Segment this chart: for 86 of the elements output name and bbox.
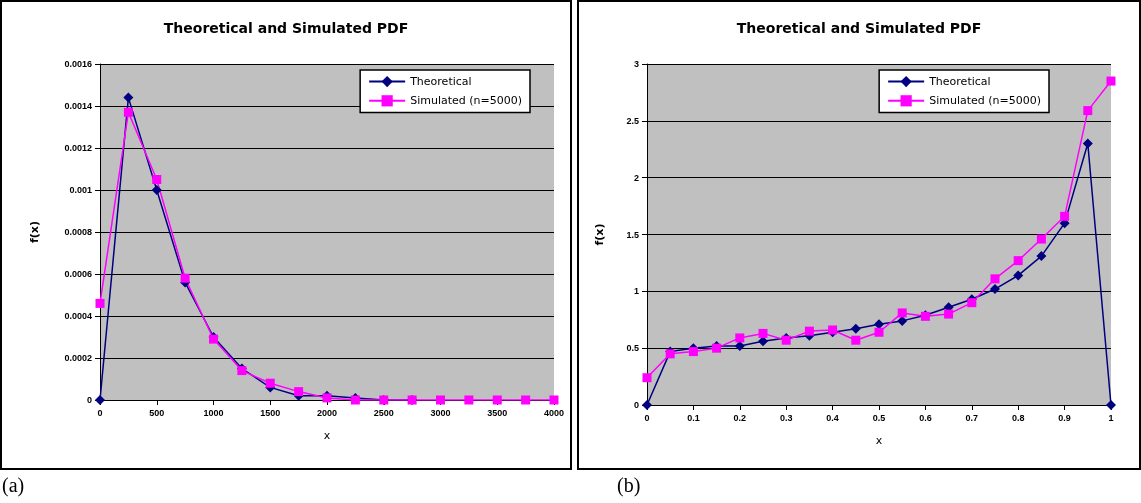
point bbox=[294, 387, 304, 397]
x-tick-label: 0.1 bbox=[687, 412, 700, 423]
point bbox=[1106, 400, 1116, 410]
point bbox=[851, 335, 861, 345]
x-tick-label: 3000 bbox=[430, 407, 451, 418]
x-tick-label: 0.9 bbox=[1058, 412, 1071, 423]
x-tick-label: 1000 bbox=[203, 407, 224, 418]
legend-label: Theoretical bbox=[409, 75, 472, 89]
point bbox=[95, 298, 105, 308]
point bbox=[758, 328, 768, 338]
chart-title: Theoretical and Simulated PDF bbox=[736, 20, 982, 36]
y-axis-title: f(x) bbox=[593, 223, 606, 246]
x-tick-label: 0.4 bbox=[826, 412, 839, 423]
point bbox=[265, 378, 275, 388]
point bbox=[1106, 76, 1116, 86]
point bbox=[1083, 106, 1093, 116]
text: (b) bbox=[617, 474, 641, 497]
x-tick-label: 0.6 bbox=[919, 412, 932, 423]
point bbox=[642, 373, 652, 383]
y-tick-label: 0.5 bbox=[626, 343, 639, 354]
x-tick-label: 2500 bbox=[373, 407, 394, 418]
x-tick-label: 3500 bbox=[487, 407, 508, 418]
y-tick-label: 3 bbox=[633, 59, 639, 69]
legend-label: Simulated (n=5000) bbox=[410, 94, 523, 108]
point bbox=[874, 327, 884, 337]
point bbox=[990, 274, 1000, 284]
x-tick-label: 500 bbox=[149, 407, 165, 418]
point bbox=[1082, 138, 1093, 149]
point bbox=[180, 273, 190, 283]
y-tick-label: 2 bbox=[633, 172, 639, 183]
y-tick-label: 1 bbox=[633, 286, 639, 297]
x-tick-label: 4000 bbox=[543, 407, 565, 418]
x-axis-title: x bbox=[323, 429, 331, 442]
y-tick-label: 0.001 bbox=[69, 185, 92, 195]
legend-label: Simulated (n=5000) bbox=[929, 94, 1042, 108]
point bbox=[735, 333, 745, 343]
y-axis-title: f(x) bbox=[28, 221, 41, 243]
point bbox=[1036, 251, 1047, 262]
y-tick-label: 0.0006 bbox=[64, 269, 92, 279]
point bbox=[151, 185, 162, 195]
x-axis-title: x bbox=[875, 434, 883, 447]
point bbox=[1013, 270, 1024, 281]
point bbox=[436, 395, 445, 405]
point bbox=[464, 395, 474, 405]
point bbox=[1060, 211, 1070, 221]
x-tick-label: 0.3 bbox=[779, 412, 793, 423]
x-tick-label: 2000 bbox=[316, 407, 338, 418]
x-tick-label: 0.5 bbox=[872, 412, 886, 423]
point bbox=[990, 284, 1000, 295]
point bbox=[123, 107, 133, 117]
point bbox=[944, 309, 954, 319]
point bbox=[642, 400, 652, 410]
point bbox=[521, 395, 531, 405]
point bbox=[549, 395, 559, 405]
x-tick-label: 1 bbox=[1108, 412, 1114, 423]
y-tick-label: 0.0016 bbox=[64, 59, 92, 69]
y-tick-label: 0.0014 bbox=[64, 101, 92, 111]
text: (a) bbox=[2, 474, 25, 497]
point bbox=[152, 175, 162, 184]
x-tick-label: 1500 bbox=[260, 407, 281, 418]
point bbox=[492, 395, 502, 405]
point bbox=[123, 92, 134, 103]
point bbox=[95, 395, 105, 405]
point bbox=[897, 308, 907, 318]
y-tick-label: 0.0012 bbox=[64, 143, 92, 153]
chart-title: Theoretical and Simulated PDF bbox=[163, 20, 409, 36]
x-tick-label: 0 bbox=[644, 412, 650, 423]
point bbox=[1013, 256, 1023, 266]
legend-label: Theoretical bbox=[928, 75, 991, 89]
point bbox=[850, 323, 861, 334]
y-tick-label: 0.0002 bbox=[64, 353, 92, 363]
y-tick-label: 0 bbox=[633, 400, 639, 410]
x-tick-label: 0 bbox=[97, 407, 103, 418]
y-tick-label: 0.0004 bbox=[64, 311, 92, 321]
x-tick-label: 0.2 bbox=[733, 412, 747, 423]
point bbox=[758, 336, 768, 347]
point bbox=[804, 326, 814, 336]
y-tick-label: 0 bbox=[86, 395, 92, 405]
y-tick-label: 2.5 bbox=[626, 115, 639, 126]
point bbox=[688, 347, 698, 357]
y-tick-label: 1.5 bbox=[626, 229, 639, 240]
point bbox=[1036, 234, 1046, 244]
x-tick-label: 0.8 bbox=[1011, 412, 1025, 423]
y-tick-label: 0.0008 bbox=[64, 227, 92, 237]
x-tick-label: 0.7 bbox=[965, 412, 979, 423]
point bbox=[967, 298, 977, 308]
